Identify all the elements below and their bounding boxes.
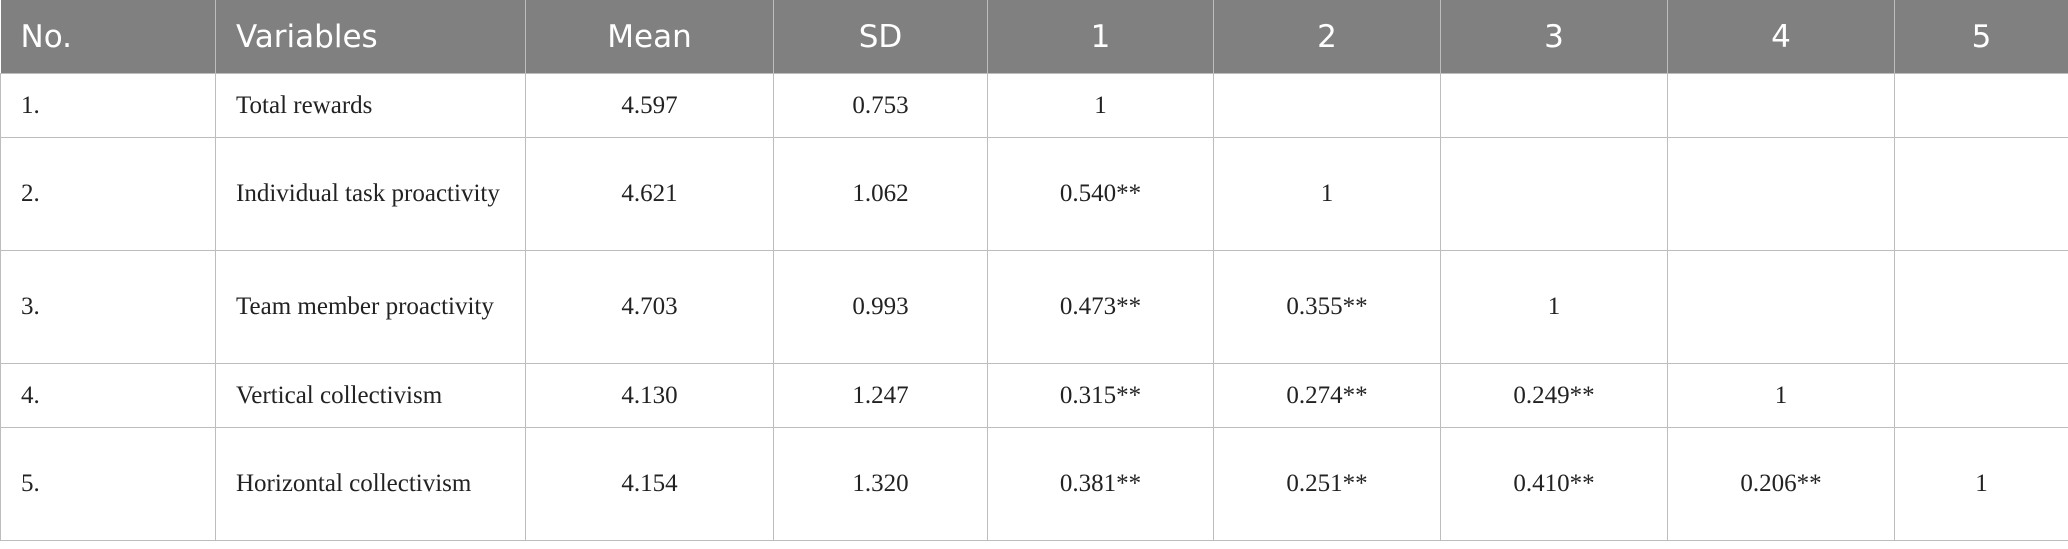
table-cell: Individual task proactivity: [215, 137, 526, 251]
header-cell: No.: [0, 0, 216, 74]
header-cell: 5: [1894, 0, 2068, 74]
table-cell: 0.274**: [1213, 363, 1441, 428]
table-row: 3. Team member proactivity 4.703 0.993 0.473…: [0, 250, 2068, 364]
table-cell: 0.540**: [987, 137, 1214, 251]
table-cell: Team member proactivity: [215, 250, 526, 364]
table-cell: 0.206**: [1667, 427, 1895, 541]
table-body: 1. Total rewards 4.597 0.753 1 2. Individual t…: [0, 73, 2068, 541]
table-cell: 4.597: [525, 73, 774, 138]
table-cell: 1: [1213, 137, 1441, 251]
table-row: 5. Horizontal collectivism 4.154 1.320 0.381…: [0, 427, 2068, 541]
empty-cell: [1894, 363, 2068, 428]
header-row: No. Variables Mean SD 1 2 3 4 5: [0, 0, 2068, 74]
table-cell: 4.: [0, 363, 216, 428]
empty-cell: [1667, 137, 1895, 251]
table-cell: 2.: [0, 137, 216, 251]
table-row: 2. Individual task proactivity 4.621 1.062 0…: [0, 137, 2068, 251]
table-cell: 0.381**: [987, 427, 1214, 541]
header-cell: 1: [987, 0, 1214, 74]
table-cell: 0.355**: [1213, 250, 1441, 364]
table-cell: 1.: [0, 73, 216, 138]
header-cell: Variables: [215, 0, 526, 74]
table-cell: 0.251**: [1213, 427, 1441, 541]
table-cell: 0.753: [773, 73, 988, 138]
table-cell: 1.320: [773, 427, 988, 541]
table-cell: 0.473**: [987, 250, 1214, 364]
empty-cell: [1894, 137, 2068, 251]
empty-cell: [1894, 73, 2068, 138]
table-cell: 5.: [0, 427, 216, 541]
header-cell: 2: [1213, 0, 1441, 74]
table-cell: 3.: [0, 250, 216, 364]
table-cell: 1: [1667, 363, 1895, 428]
header-cell: Mean: [525, 0, 774, 74]
header-cell: 4: [1667, 0, 1895, 74]
table-cell: Vertical collectivism: [215, 363, 526, 428]
table-cell: 1: [1894, 427, 2068, 541]
table-row: 4. Vertical collectivism 4.130 1.247 0.315**…: [0, 363, 2068, 428]
table-cell: 0.410**: [1440, 427, 1668, 541]
table-cell: 1.062: [773, 137, 988, 251]
empty-cell: [1894, 250, 2068, 364]
empty-cell: [1667, 250, 1895, 364]
table-cell: 4.703: [525, 250, 774, 364]
table-cell: 4.154: [525, 427, 774, 541]
table-cell: 1: [987, 73, 1214, 138]
table-cell: Total rewards: [215, 73, 526, 138]
empty-cell: [1440, 137, 1668, 251]
header-cell: 3: [1440, 0, 1668, 74]
table-cell: 1.247: [773, 363, 988, 428]
table-cell: 0.249**: [1440, 363, 1668, 428]
table-cell: 1: [1440, 250, 1668, 364]
table-cell: 4.130: [525, 363, 774, 428]
table-cell: 4.621: [525, 137, 774, 251]
empty-cell: [1440, 73, 1668, 138]
table-cell: 0.993: [773, 250, 988, 364]
table-row: 1. Total rewards 4.597 0.753 1: [0, 73, 2068, 138]
table-cell: Horizontal collectivism: [215, 427, 526, 541]
empty-cell: [1667, 73, 1895, 138]
empty-cell: [1213, 73, 1441, 138]
header-cell: SD: [773, 0, 988, 74]
table-cell: 0.315**: [987, 363, 1214, 428]
